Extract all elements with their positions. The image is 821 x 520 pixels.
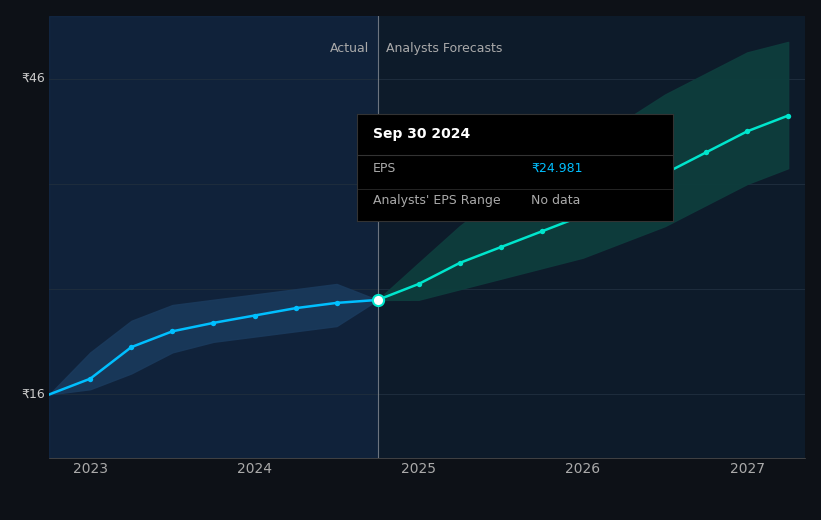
Point [658, 170, 672, 178]
Text: ₹16: ₹16 [21, 388, 45, 401]
Text: EPS: EPS [373, 162, 397, 175]
Bar [49, 16, 378, 458]
Point [453, 259, 466, 267]
Text: Actual: Actual [330, 43, 369, 56]
Point [371, 296, 384, 304]
Point [617, 190, 631, 199]
Point [535, 227, 548, 236]
Point [125, 343, 138, 352]
Text: Analysts' EPS Range: Analysts' EPS Range [373, 194, 501, 207]
Point [412, 280, 425, 288]
Point [741, 127, 754, 136]
Point [289, 304, 302, 313]
Text: Analysts Forecasts: Analysts Forecasts [386, 43, 502, 56]
Text: No data: No data [531, 194, 580, 207]
Text: ₹46: ₹46 [21, 72, 45, 85]
Point [371, 296, 384, 304]
Point [207, 319, 220, 327]
Point [166, 327, 179, 335]
Text: Sep 30 2024: Sep 30 2024 [373, 127, 470, 141]
Point [699, 148, 713, 157]
Point [576, 212, 589, 220]
Text: ₹24.981: ₹24.981 [531, 162, 582, 175]
Point [84, 374, 97, 383]
Point [494, 243, 507, 251]
Point [248, 311, 261, 320]
Point [330, 298, 343, 307]
Point [782, 111, 795, 120]
